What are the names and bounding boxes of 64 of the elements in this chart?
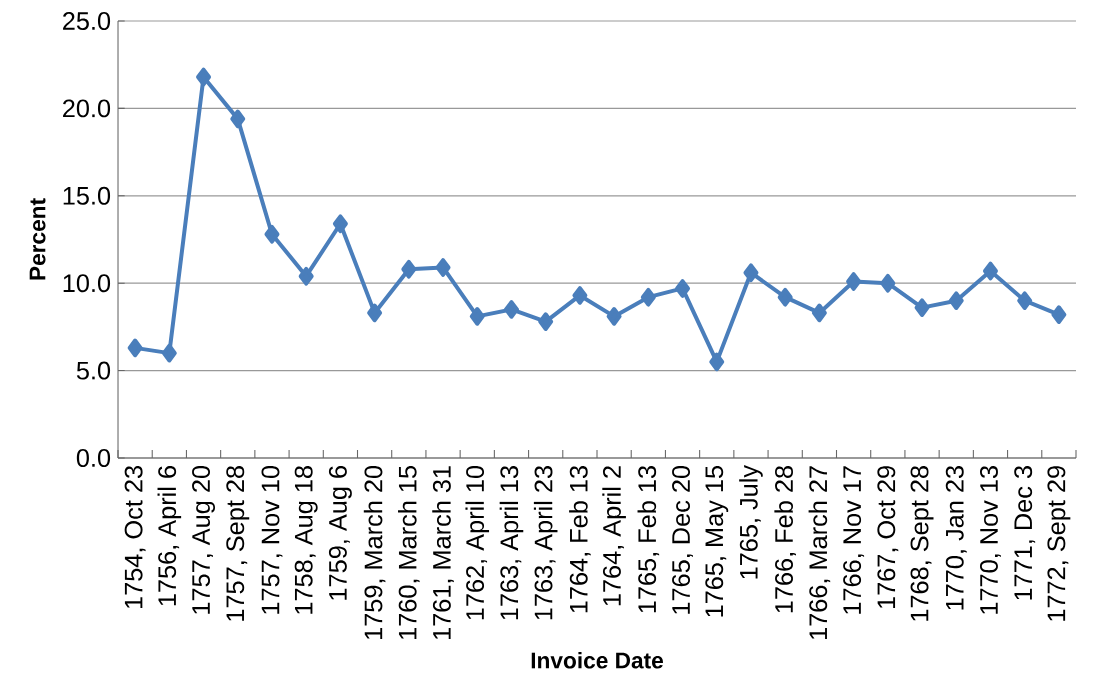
- x-tick-label: 1762, April 10: [465, 465, 490, 620]
- point: [503, 300, 519, 319]
- x-tick-label: 1766, Feb 28: [774, 466, 796, 613]
- point: [982, 261, 998, 281]
- x-tick-label: 1765, July: [739, 465, 763, 579]
- y-tick-label: 0.0: [76, 449, 111, 467]
- point: [606, 307, 622, 326]
- x-tick-label: 1760, March 15: [398, 466, 420, 640]
- x-tick-label: 1757, Sept 28: [226, 466, 250, 621]
- point: [367, 303, 383, 323]
- point: [1051, 305, 1067, 324]
- x-tick-label: 1763, April 23: [533, 466, 558, 620]
- x-tick-label: 1764, April 2: [602, 466, 626, 606]
- x-tick-label: 1757, Nov 10: [261, 465, 283, 614]
- point: [572, 286, 588, 305]
- y-tick-label: 20.0: [63, 99, 111, 118]
- x-tick-label: 1766, Nov 17: [843, 466, 865, 614]
- x-tick-label: 1768, Sept 28: [910, 466, 934, 621]
- point: [777, 287, 793, 307]
- point: [196, 67, 212, 87]
- x-axis-title: Invoice Date: [531, 651, 663, 669]
- x-tick-label: 1766, March 27: [808, 466, 831, 640]
- x-tick-label: 1763, April 13: [499, 466, 524, 620]
- x-tick-label: 1765, Feb 13: [637, 466, 660, 613]
- x-tick-label: 1757, Aug 20: [192, 465, 216, 614]
- point: [435, 258, 451, 277]
- x-tick-label: 1759, March 20: [363, 465, 386, 640]
- point: [948, 291, 964, 310]
- point: [538, 312, 554, 331]
- point: [161, 343, 177, 363]
- point: [880, 273, 896, 293]
- x-tick-label: 1761, March 31: [432, 466, 454, 640]
- x-tick-label: 1758, Aug 18: [294, 466, 318, 614]
- x-tick-label: 1756, April 6: [157, 466, 182, 606]
- x-tick-label: 1770, Nov 13: [980, 466, 1001, 614]
- y-tick-label: 5.0: [76, 361, 111, 380]
- x-tick-label: 1754, Oct 23: [124, 466, 146, 609]
- y-axis-title: Percent: [29, 198, 46, 280]
- point: [846, 272, 862, 291]
- point: [1017, 291, 1033, 310]
- y-tick-label: 15.0: [63, 186, 111, 205]
- point: [230, 109, 246, 129]
- x-tick-label: 1764, Feb 13: [569, 466, 591, 613]
- point: [709, 352, 725, 372]
- x-tick-label: 1765, Dec 20: [672, 465, 693, 614]
- x-tick-label: 1759, Aug 6: [328, 466, 352, 600]
- point: [332, 214, 348, 234]
- y-tick-label: 25.0: [63, 12, 111, 30]
- point: [264, 224, 280, 244]
- x-tick-label: 1765, May 15: [705, 466, 729, 617]
- point: [127, 338, 143, 358]
- point: [298, 266, 314, 286]
- point: [675, 279, 691, 298]
- y-tick-label: 10.0: [63, 274, 111, 293]
- x-tick-label: 1770, Jan 23: [945, 466, 967, 610]
- point: [401, 259, 417, 279]
- point: [743, 263, 759, 283]
- point: [469, 307, 485, 326]
- x-tick-label: 1771, Dec 3: [1014, 466, 1036, 600]
- point: [914, 298, 930, 317]
- x-tick-label: 1767, Oct 29: [877, 466, 899, 609]
- x-tick-label: 1772, Sept 29: [1047, 466, 1071, 621]
- point: [811, 303, 827, 323]
- point: [640, 287, 656, 307]
